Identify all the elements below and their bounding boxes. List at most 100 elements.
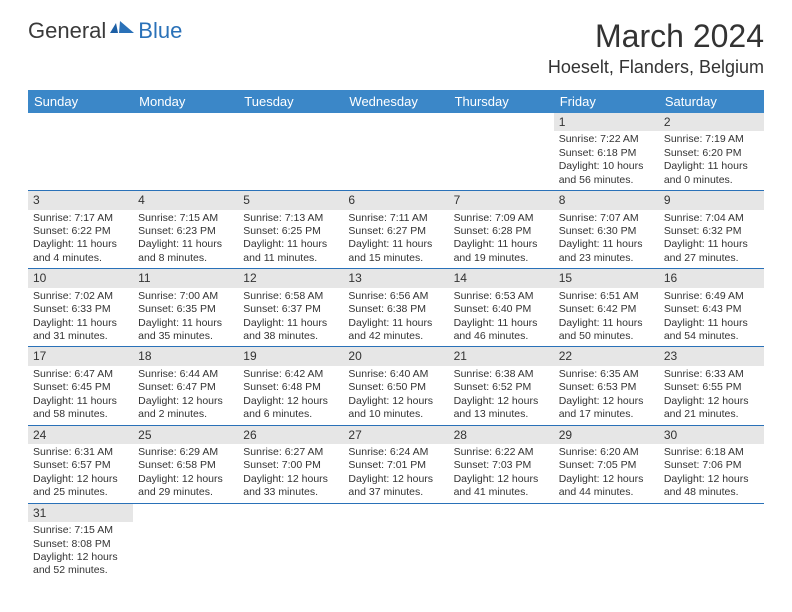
calendar-day-cell: 18Sunrise: 6:44 AMSunset: 6:47 PMDayligh… — [133, 347, 238, 425]
day-number: 20 — [343, 347, 448, 365]
calendar-day-cell — [449, 113, 554, 191]
calendar-day-cell: 12Sunrise: 6:58 AMSunset: 6:37 PMDayligh… — [238, 269, 343, 347]
calendar-day-cell: 24Sunrise: 6:31 AMSunset: 6:57 PMDayligh… — [28, 425, 133, 503]
brand-flag-icon — [110, 19, 136, 42]
calendar-day-cell — [343, 503, 448, 581]
calendar-day-cell: 9Sunrise: 7:04 AMSunset: 6:32 PMDaylight… — [659, 191, 764, 269]
day-details: Sunrise: 7:07 AMSunset: 6:30 PMDaylight:… — [554, 210, 659, 269]
calendar-day-cell: 6Sunrise: 7:11 AMSunset: 6:27 PMDaylight… — [343, 191, 448, 269]
title-block: March 2024 Hoeselt, Flanders, Belgium — [548, 18, 764, 78]
calendar-day-cell — [133, 113, 238, 191]
day-details: Sunrise: 7:15 AMSunset: 8:08 PMDaylight:… — [28, 522, 133, 581]
day-number: 15 — [554, 269, 659, 287]
calendar-day-cell: 27Sunrise: 6:24 AMSunset: 7:01 PMDayligh… — [343, 425, 448, 503]
day-details: Sunrise: 6:22 AMSunset: 7:03 PMDaylight:… — [449, 444, 554, 503]
calendar-day-cell: 10Sunrise: 7:02 AMSunset: 6:33 PMDayligh… — [28, 269, 133, 347]
day-number: 7 — [449, 191, 554, 209]
day-details: Sunrise: 7:02 AMSunset: 6:33 PMDaylight:… — [28, 288, 133, 347]
calendar-day-cell — [133, 503, 238, 581]
day-number: 19 — [238, 347, 343, 365]
day-details: Sunrise: 7:04 AMSunset: 6:32 PMDaylight:… — [659, 210, 764, 269]
calendar-day-cell: 21Sunrise: 6:38 AMSunset: 6:52 PMDayligh… — [449, 347, 554, 425]
day-number: 5 — [238, 191, 343, 209]
day-number: 26 — [238, 426, 343, 444]
weekday-header: Thursday — [449, 90, 554, 113]
calendar-day-cell — [28, 113, 133, 191]
calendar-day-cell: 7Sunrise: 7:09 AMSunset: 6:28 PMDaylight… — [449, 191, 554, 269]
calendar-day-cell: 28Sunrise: 6:22 AMSunset: 7:03 PMDayligh… — [449, 425, 554, 503]
day-number: 14 — [449, 269, 554, 287]
day-number: 9 — [659, 191, 764, 209]
day-number: 28 — [449, 426, 554, 444]
day-details: Sunrise: 6:20 AMSunset: 7:05 PMDaylight:… — [554, 444, 659, 503]
day-details: Sunrise: 6:49 AMSunset: 6:43 PMDaylight:… — [659, 288, 764, 347]
calendar-day-cell: 1Sunrise: 7:22 AMSunset: 6:18 PMDaylight… — [554, 113, 659, 191]
brand-blue: Blue — [138, 18, 182, 44]
day-number: 16 — [659, 269, 764, 287]
weekday-header: Monday — [133, 90, 238, 113]
day-number: 23 — [659, 347, 764, 365]
calendar-table: SundayMondayTuesdayWednesdayThursdayFrid… — [28, 90, 764, 581]
calendar-day-cell — [238, 113, 343, 191]
calendar-day-cell: 8Sunrise: 7:07 AMSunset: 6:30 PMDaylight… — [554, 191, 659, 269]
day-details: Sunrise: 6:58 AMSunset: 6:37 PMDaylight:… — [238, 288, 343, 347]
day-number: 24 — [28, 426, 133, 444]
day-details: Sunrise: 6:42 AMSunset: 6:48 PMDaylight:… — [238, 366, 343, 425]
day-details: Sunrise: 7:15 AMSunset: 6:23 PMDaylight:… — [133, 210, 238, 269]
day-details: Sunrise: 7:17 AMSunset: 6:22 PMDaylight:… — [28, 210, 133, 269]
calendar-day-cell: 31Sunrise: 7:15 AMSunset: 8:08 PMDayligh… — [28, 503, 133, 581]
calendar-day-cell — [343, 113, 448, 191]
weekday-header: Sunday — [28, 90, 133, 113]
day-number: 6 — [343, 191, 448, 209]
calendar-week-row: 24Sunrise: 6:31 AMSunset: 6:57 PMDayligh… — [28, 425, 764, 503]
day-details: Sunrise: 6:38 AMSunset: 6:52 PMDaylight:… — [449, 366, 554, 425]
brand-logo: General Blue — [28, 18, 182, 44]
calendar-day-cell — [659, 503, 764, 581]
location: Hoeselt, Flanders, Belgium — [548, 57, 764, 78]
weekday-header: Tuesday — [238, 90, 343, 113]
day-details: Sunrise: 6:24 AMSunset: 7:01 PMDaylight:… — [343, 444, 448, 503]
day-details: Sunrise: 7:00 AMSunset: 6:35 PMDaylight:… — [133, 288, 238, 347]
calendar-day-cell: 20Sunrise: 6:40 AMSunset: 6:50 PMDayligh… — [343, 347, 448, 425]
calendar-day-cell — [449, 503, 554, 581]
calendar-day-cell: 2Sunrise: 7:19 AMSunset: 6:20 PMDaylight… — [659, 113, 764, 191]
day-details: Sunrise: 7:22 AMSunset: 6:18 PMDaylight:… — [554, 131, 659, 190]
day-number: 12 — [238, 269, 343, 287]
day-details: Sunrise: 6:47 AMSunset: 6:45 PMDaylight:… — [28, 366, 133, 425]
calendar-week-row: 10Sunrise: 7:02 AMSunset: 6:33 PMDayligh… — [28, 269, 764, 347]
calendar-day-cell: 14Sunrise: 6:53 AMSunset: 6:40 PMDayligh… — [449, 269, 554, 347]
calendar-day-cell: 4Sunrise: 7:15 AMSunset: 6:23 PMDaylight… — [133, 191, 238, 269]
header: General Blue March 2024 Hoeselt, Flander… — [0, 0, 792, 82]
calendar-day-cell: 22Sunrise: 6:35 AMSunset: 6:53 PMDayligh… — [554, 347, 659, 425]
day-details: Sunrise: 6:29 AMSunset: 6:58 PMDaylight:… — [133, 444, 238, 503]
day-details: Sunrise: 6:44 AMSunset: 6:47 PMDaylight:… — [133, 366, 238, 425]
day-number: 3 — [28, 191, 133, 209]
day-details: Sunrise: 6:33 AMSunset: 6:55 PMDaylight:… — [659, 366, 764, 425]
day-number: 11 — [133, 269, 238, 287]
calendar-day-cell: 5Sunrise: 7:13 AMSunset: 6:25 PMDaylight… — [238, 191, 343, 269]
weekday-header: Saturday — [659, 90, 764, 113]
day-details: Sunrise: 6:51 AMSunset: 6:42 PMDaylight:… — [554, 288, 659, 347]
calendar-day-cell — [238, 503, 343, 581]
day-number: 4 — [133, 191, 238, 209]
day-number: 22 — [554, 347, 659, 365]
day-number: 2 — [659, 113, 764, 131]
day-details: Sunrise: 6:27 AMSunset: 7:00 PMDaylight:… — [238, 444, 343, 503]
calendar-day-cell: 23Sunrise: 6:33 AMSunset: 6:55 PMDayligh… — [659, 347, 764, 425]
day-details: Sunrise: 7:09 AMSunset: 6:28 PMDaylight:… — [449, 210, 554, 269]
day-number: 27 — [343, 426, 448, 444]
day-details: Sunrise: 6:40 AMSunset: 6:50 PMDaylight:… — [343, 366, 448, 425]
calendar-day-cell: 25Sunrise: 6:29 AMSunset: 6:58 PMDayligh… — [133, 425, 238, 503]
calendar-week-row: 3Sunrise: 7:17 AMSunset: 6:22 PMDaylight… — [28, 191, 764, 269]
day-number: 18 — [133, 347, 238, 365]
day-details: Sunrise: 7:13 AMSunset: 6:25 PMDaylight:… — [238, 210, 343, 269]
month-title: March 2024 — [548, 18, 764, 55]
calendar-day-cell: 19Sunrise: 6:42 AMSunset: 6:48 PMDayligh… — [238, 347, 343, 425]
calendar-header-row: SundayMondayTuesdayWednesdayThursdayFrid… — [28, 90, 764, 113]
calendar-day-cell: 17Sunrise: 6:47 AMSunset: 6:45 PMDayligh… — [28, 347, 133, 425]
brand-general: General — [28, 18, 106, 44]
calendar-day-cell: 11Sunrise: 7:00 AMSunset: 6:35 PMDayligh… — [133, 269, 238, 347]
day-details: Sunrise: 7:19 AMSunset: 6:20 PMDaylight:… — [659, 131, 764, 190]
day-number: 8 — [554, 191, 659, 209]
calendar-day-cell: 29Sunrise: 6:20 AMSunset: 7:05 PMDayligh… — [554, 425, 659, 503]
